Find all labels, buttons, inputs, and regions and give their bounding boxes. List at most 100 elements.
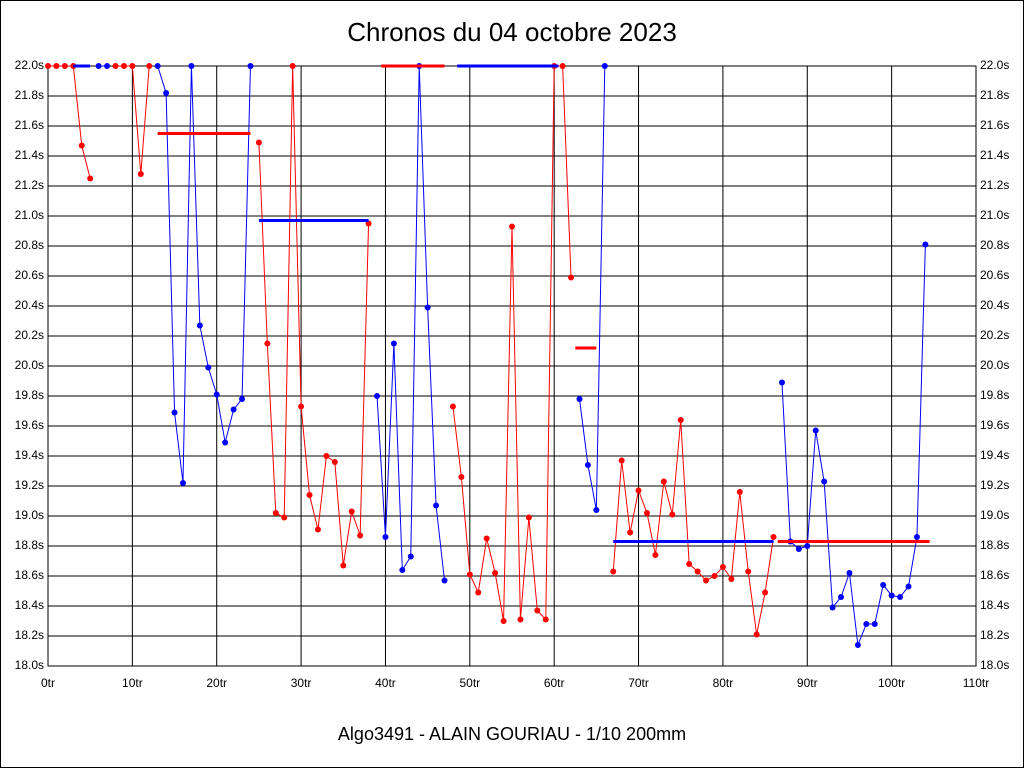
y-tick-label-right: 20.2s: [980, 328, 1009, 342]
lap-point: [719, 564, 726, 570]
x-tick-label: 40tr: [375, 676, 396, 690]
y-tick-label: 19.2s: [15, 478, 44, 492]
lap-point: [483, 535, 490, 542]
lap-point: [289, 63, 296, 69]
lap-point: [525, 514, 532, 521]
lap-point: [593, 507, 600, 513]
lap-point: [306, 492, 313, 498]
lap-point: [179, 480, 186, 486]
y-tick-label: 19.4s: [15, 448, 44, 462]
lap-point: [888, 592, 895, 599]
lap-point: [610, 568, 617, 575]
lap-point: [897, 594, 904, 600]
lap-point: [466, 571, 473, 578]
x-tick-label: 50tr: [459, 676, 480, 690]
y-tick-label-right: 18.8s: [980, 538, 1009, 552]
lap-point: [298, 403, 305, 410]
lap-point: [87, 175, 94, 182]
lap-point: [222, 439, 229, 446]
x-tick-label: 70tr: [628, 676, 649, 690]
lap-point: [686, 561, 693, 567]
y-tick-label-right: 19.4s: [980, 448, 1009, 462]
lap-point: [213, 391, 220, 398]
lap-point: [745, 568, 752, 575]
y-tick-label-right: 19.6s: [980, 418, 1009, 432]
y-tick-label: 21.0s: [15, 208, 44, 222]
lap-point: [517, 616, 524, 623]
lap-point: [728, 576, 735, 582]
lap-point: [449, 403, 456, 410]
y-tick-label: 20.2s: [15, 328, 44, 342]
y-tick-label-right: 19.2s: [980, 478, 1009, 492]
lap-point: [584, 462, 591, 468]
y-tick-label: 20.8s: [15, 238, 44, 252]
lap-point: [424, 304, 431, 311]
lap-point: [635, 487, 642, 494]
lap-point: [643, 510, 650, 516]
lap-point: [838, 594, 845, 600]
y-tick-label: 20.0s: [15, 358, 44, 372]
lap-point: [230, 406, 237, 413]
lap-point: [441, 577, 448, 584]
lap-point: [171, 409, 178, 416]
y-tick-label: 18.6s: [15, 568, 44, 582]
lap-point: [618, 457, 625, 464]
y-tick-label: 19.8s: [15, 388, 44, 402]
lap-point: [846, 570, 853, 576]
lap-point: [314, 526, 321, 533]
lap-point: [374, 393, 381, 399]
y-tick-label: 21.6s: [15, 118, 44, 132]
lap-point: [331, 459, 338, 465]
lap-point: [357, 532, 364, 539]
lap-point: [247, 63, 254, 69]
lap-point: [95, 63, 102, 69]
lap-point: [576, 396, 583, 402]
lap-point: [45, 63, 51, 69]
y-tick-label-right: 18.4s: [980, 598, 1009, 612]
y-tick-label-right: 18.2s: [980, 628, 1009, 642]
lap-point: [559, 63, 566, 69]
lap-point: [736, 489, 743, 495]
y-tick-label: 19.0s: [15, 508, 44, 522]
y-tick-label-right: 20.4s: [980, 298, 1009, 312]
lap-point: [795, 546, 802, 552]
lap-point: [323, 453, 330, 459]
lap-point: [694, 568, 701, 575]
lap-point: [239, 396, 246, 402]
lap-point: [205, 364, 212, 371]
lap-point: [669, 511, 676, 518]
lap-point: [382, 534, 389, 540]
lap-point: [812, 427, 819, 434]
lap-point: [188, 63, 195, 69]
lap-point: [821, 478, 828, 485]
x-tick-label: 20tr: [206, 676, 227, 690]
y-tick-label-right: 21.6s: [980, 118, 1009, 132]
lap-point: [913, 534, 920, 540]
y-tick-label-right: 21.0s: [980, 208, 1009, 222]
x-tick-label: 90tr: [797, 676, 818, 690]
lap-point: [863, 621, 870, 627]
lap-point: [390, 340, 397, 347]
lap-point: [112, 63, 119, 69]
x-tick-label: 0tr: [41, 676, 55, 690]
lap-point: [137, 171, 144, 177]
x-tick-label: 30tr: [291, 676, 312, 690]
lap-point: [568, 274, 575, 281]
lap-point: [104, 63, 111, 69]
lap-point: [871, 621, 878, 627]
y-tick-label: 22.0s: [15, 58, 44, 72]
y-tick-label: 20.4s: [15, 298, 44, 312]
y-tick-label: 18.2s: [15, 628, 44, 642]
y-tick-label-right: 19.8s: [980, 388, 1009, 402]
lap-point: [340, 562, 347, 569]
lap-point: [348, 508, 355, 515]
lap-point: [163, 90, 170, 96]
lap-point: [475, 589, 482, 596]
y-tick-label-right: 18.0s: [980, 658, 1009, 672]
y-tick-label: 21.4s: [15, 148, 44, 162]
lap-point: [753, 631, 760, 638]
lap-point: [711, 573, 718, 579]
